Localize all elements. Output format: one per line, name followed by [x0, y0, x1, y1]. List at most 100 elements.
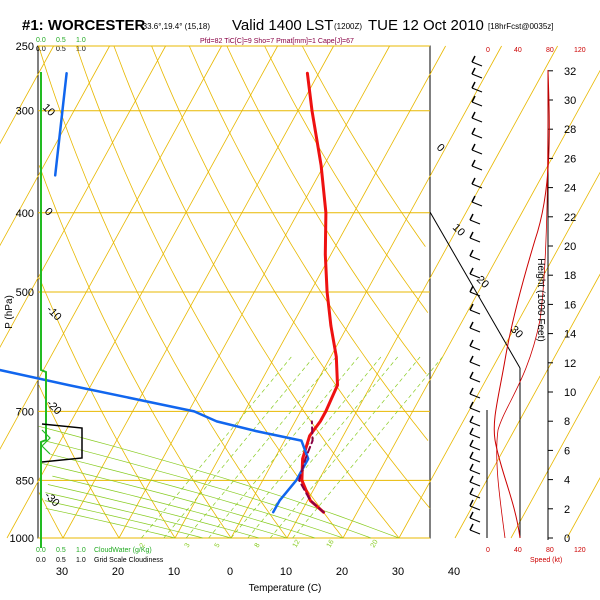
height-tick-label: 0 — [564, 533, 570, 545]
wind-barb-flag — [469, 303, 474, 311]
dry-adiabat — [38, 492, 64, 539]
wind-barb — [469, 445, 481, 451]
wind-barb-flag — [469, 387, 474, 395]
series-temperature — [300, 71, 339, 514]
wind-barb — [469, 361, 481, 367]
wind-barb — [469, 255, 481, 261]
speed-tick-top-1: 40 — [514, 47, 522, 54]
moist-adiabat — [50, 453, 344, 539]
wind-barb-flag — [469, 267, 474, 275]
x-axis-title: Temperature (C) — [249, 583, 322, 594]
speed-tick-top-3: 120 — [574, 47, 586, 54]
mixing-ratio-label: 5 — [214, 542, 222, 549]
mixing-ratio-label: 16 — [326, 539, 336, 549]
isotherm-line — [174, 45, 446, 539]
bottom-legend-value-2: 1.0 — [76, 547, 86, 554]
height-tick-label: 8 — [564, 416, 570, 428]
x-tick-label: 40 — [448, 566, 460, 578]
dry-adiabat — [188, 45, 429, 441]
dry-adiabat — [151, 45, 431, 509]
valid-time: Valid 1400 LST — [232, 17, 333, 34]
wind-barb-flag — [469, 231, 474, 239]
isotherm-line — [398, 171, 600, 539]
mixing-ratio-line — [141, 356, 292, 539]
adiabat-label: 0 — [42, 206, 55, 219]
wind-barb-flag — [471, 111, 476, 119]
wind-barb-flag — [469, 439, 474, 447]
mixing-ratio-label: 12 — [292, 539, 302, 549]
adiabat-label: 30 — [508, 324, 525, 341]
series-dewpoint-upper — [53, 72, 68, 177]
moist-adiabat — [45, 492, 232, 539]
wind-barb-flag — [469, 499, 474, 507]
wind-barb-flag — [469, 285, 474, 293]
bottom-legend-value-1-black: 0.5 — [56, 557, 66, 564]
sounding-data — [0, 55, 553, 548]
wind-barb-flag — [471, 55, 476, 63]
y-tick-label: 700 — [16, 406, 34, 418]
height-tick-label: 18 — [564, 270, 576, 282]
wind-barb-flag — [471, 159, 476, 167]
wind-barb-flag — [469, 427, 474, 435]
wind-barb-flag — [469, 487, 474, 495]
wind-barb-flag — [469, 511, 474, 519]
x-tick-label: 10 — [168, 566, 180, 578]
height-tick-label: 20 — [564, 241, 576, 253]
dry-adiabat — [38, 45, 288, 539]
dry-adiabat — [113, 45, 400, 539]
x-tick-label: 0 — [227, 566, 233, 578]
moist-adiabat — [52, 475, 288, 539]
station-coords: -33.6°,19.4° (15,18) — [140, 22, 210, 31]
isotherm-line — [566, 477, 600, 539]
wind-barb — [469, 219, 481, 225]
axis-labels: 2503004005007008501000100-10-20-30010203… — [10, 41, 577, 578]
height-tick-label: 6 — [564, 445, 570, 457]
wind-barb — [469, 493, 481, 499]
boundary-line — [429, 211, 521, 369]
dry-adiabat — [38, 277, 176, 539]
wind-barb — [471, 149, 483, 155]
wind-barb-flag — [471, 67, 476, 75]
y-tick-label: 500 — [16, 287, 34, 299]
wind-barb — [469, 345, 481, 351]
bottom-legend-value-1: 0.5 — [56, 547, 66, 554]
wind-barb-flag — [469, 249, 474, 257]
y-tick-label: 300 — [16, 106, 34, 118]
speed-label: Speed (kt) — [530, 557, 562, 564]
grid-lines — [0, 45, 600, 539]
adiabat-label: 10 — [40, 102, 57, 119]
isotherm-line — [0, 45, 110, 247]
forecast-label: [18hrFcst@0035z] — [488, 22, 553, 31]
wind-barb — [471, 165, 483, 171]
wind-barb — [471, 201, 483, 207]
wind-barb-flag — [469, 415, 474, 423]
height-tick-label: 32 — [564, 66, 576, 78]
cloud-box-outline — [41, 423, 83, 463]
mixing-ratio-line — [208, 356, 359, 539]
speed-tick-bottom-0: 0 — [486, 547, 490, 554]
wind-barb — [471, 101, 483, 107]
speed-tick-top-2: 80 — [546, 47, 554, 54]
bottom-legend-value-0: 0.0 — [36, 547, 46, 554]
isotherm-line — [62, 45, 334, 539]
x-tick-label: 20 — [336, 566, 348, 578]
height-tick-label: 30 — [564, 95, 576, 107]
moist-adiabat — [44, 440, 372, 539]
mixing-ratio-label: 2 — [139, 542, 147, 549]
height-tick-label: 22 — [564, 212, 576, 224]
adiabat-label: -10 — [44, 304, 64, 324]
wind-barb — [471, 73, 483, 79]
wind-barb — [471, 61, 483, 67]
wind-barb — [469, 469, 481, 475]
mixing-ratio-line — [230, 356, 382, 539]
top-legend-value-2-black: 1.0 — [76, 46, 86, 53]
isotherm-line — [6, 45, 278, 539]
dry-adiabat — [38, 384, 120, 539]
wind-barb-flag — [471, 177, 476, 185]
wind-barb — [469, 517, 481, 523]
dry-adiabat — [301, 45, 426, 247]
wind-barb-flag — [471, 127, 476, 135]
wind-barb-flag — [471, 143, 476, 151]
isotherm-line — [118, 45, 390, 539]
